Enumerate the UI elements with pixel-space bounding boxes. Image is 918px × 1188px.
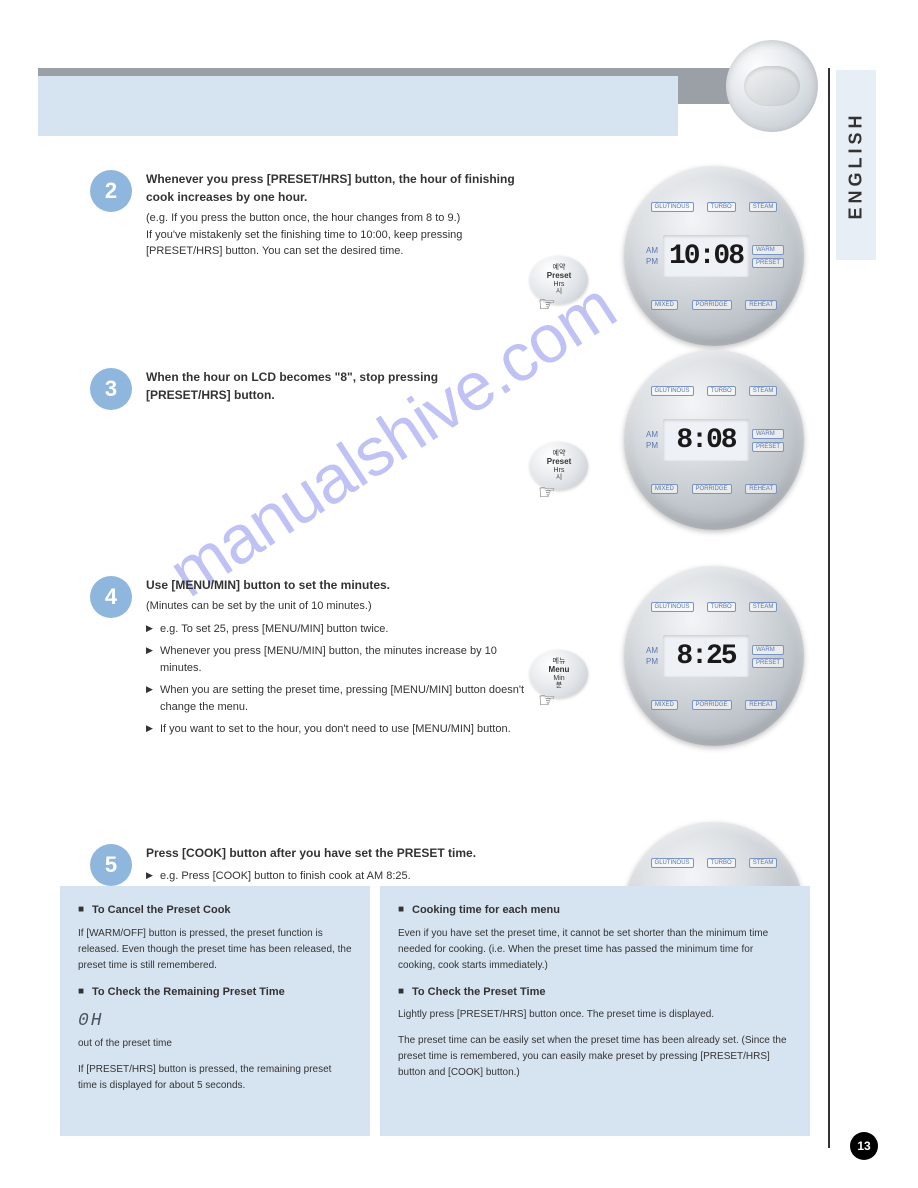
tag: WARM	[752, 645, 784, 655]
header-grey-strip	[38, 68, 808, 76]
tag: PORRIDGE	[692, 484, 732, 494]
tag: TURBO	[707, 602, 736, 612]
tag: MIXED	[651, 700, 678, 710]
digital-oh-display: 0H	[78, 1007, 352, 1036]
tag: GLUTINOUS	[651, 202, 694, 212]
tag: MIXED	[651, 484, 678, 494]
tag: REHEAT	[745, 700, 777, 710]
step-4: 4 Use [MENU/MIN] button to set the minut…	[90, 576, 850, 786]
tag: TURBO	[707, 202, 736, 212]
btn-label: Preset	[547, 458, 571, 467]
tag: MIXED	[651, 300, 678, 310]
step-5-number: 5	[90, 844, 132, 886]
am-label: AM	[644, 646, 660, 655]
step-5-bullet: e.g. Press [COOK] button to finish cook …	[146, 868, 526, 885]
am-label: AM	[644, 430, 660, 439]
step-2: 2 Whenever you press [PRESET/HRS] button…	[90, 170, 850, 310]
step-3-title: When the hour on LCD becomes "8", stop p…	[146, 368, 526, 404]
info-box-left: To Cancel the Preset Cook If [WARM/OFF] …	[60, 886, 370, 1136]
lcd-dial-step4: GLUTINOUS TURBO STEAM AM PM 8:25 WARM PRESET…	[624, 566, 804, 746]
tag: STEAM	[749, 202, 778, 212]
step-4-bullet: e.g. To set 25, press [MENU/MIN] button …	[146, 621, 526, 638]
tag: PRESET	[752, 658, 784, 668]
pm-label: PM	[644, 657, 660, 666]
tag: STEAM	[749, 858, 778, 868]
tag: TURBO	[707, 386, 736, 396]
info-left-p2: out of the preset time	[78, 1036, 352, 1052]
step-4-bullet: Whenever you press [MENU/MIN] button, th…	[146, 643, 526, 676]
page-number: 13	[850, 1132, 878, 1160]
step-3-number: 3	[90, 368, 132, 410]
step-2-title: Whenever you press [PRESET/HRS] button, …	[146, 170, 526, 206]
step-4-line: (Minutes can be set by the unit of 10 mi…	[146, 598, 526, 615]
info-right-h2: To Check the Preset Time	[398, 984, 792, 1002]
step-2-line-1: (e.g. If you press the button once, the …	[146, 210, 526, 227]
tag: PRESET	[752, 442, 784, 452]
tag: PRESET	[752, 258, 784, 268]
tag: WARM	[752, 429, 784, 439]
info-left-p1: If [WARM/OFF] button is pressed, the pre…	[78, 926, 352, 974]
info-box-right: Cooking time for each menu Even if you h…	[380, 886, 810, 1136]
tag: REHEAT	[745, 300, 777, 310]
device-illustration	[726, 40, 818, 132]
step-4-bullet: If you want to set to the hour, you don'…	[146, 721, 526, 738]
info-boxes: To Cancel the Preset Cook If [WARM/OFF] …	[60, 886, 816, 1136]
step-2-line-2: If you've mistakenly set the finishing t…	[146, 227, 526, 260]
info-left-h2: To Check the Remaining Preset Time	[78, 984, 352, 1002]
info-left-p3: If [PRESET/HRS] button is pressed, the r…	[78, 1062, 352, 1094]
tag: WARM	[752, 245, 784, 255]
info-right-p3: The preset time can be easily set when t…	[398, 1033, 792, 1081]
tag: STEAM	[749, 602, 778, 612]
info-right-heading: Cooking time for each menu	[398, 902, 792, 920]
step-2-number: 2	[90, 170, 132, 212]
pointing-hand-icon: ☞	[538, 688, 566, 716]
pointing-hand-icon: ☞	[538, 292, 566, 320]
am-label: AM	[644, 246, 660, 255]
step-5-title: Press [COOK] button after you have set t…	[146, 844, 526, 862]
pointing-hand-icon: ☞	[538, 480, 566, 508]
btn-label: Preset	[547, 272, 571, 281]
tag: REHEAT	[745, 484, 777, 494]
lcd-dial-step2: GLUTINOUS TURBO STEAM AM PM 10:08 WARM PRESE…	[624, 166, 804, 346]
tag: PORRIDGE	[692, 300, 732, 310]
step-4-bullet: When you are setting the preset time, pr…	[146, 682, 526, 715]
tag: PORRIDGE	[692, 700, 732, 710]
pm-label: PM	[644, 441, 660, 450]
step-3: 3 When the hour on LCD becomes "8", stop…	[90, 368, 850, 518]
pm-label: PM	[644, 257, 660, 266]
btn-label: Menu	[549, 666, 570, 675]
tag: TURBO	[707, 858, 736, 868]
page-header	[38, 68, 808, 136]
header-blue-block	[38, 76, 678, 136]
step-4-number: 4	[90, 576, 132, 618]
lcd-dial-step3: GLUTINOUS TURBO STEAM AM PM 8:08 WARM PRESET…	[624, 350, 804, 530]
info-right-p2: Lightly press [PRESET/HRS] button once. …	[398, 1007, 792, 1023]
info-right-p1: Even if you have set the preset time, it…	[398, 926, 792, 974]
tag: GLUTINOUS	[651, 602, 694, 612]
tag: GLUTINOUS	[651, 386, 694, 396]
lcd-time: 10:08	[663, 235, 749, 277]
lcd-time: 8:08	[663, 419, 749, 461]
tag: STEAM	[749, 386, 778, 396]
info-left-heading: To Cancel the Preset Cook	[78, 902, 352, 920]
tag: GLUTINOUS	[651, 858, 694, 868]
lcd-time: 8:25	[663, 635, 749, 677]
step-4-title: Use [MENU/MIN] button to set the minutes…	[146, 576, 526, 594]
